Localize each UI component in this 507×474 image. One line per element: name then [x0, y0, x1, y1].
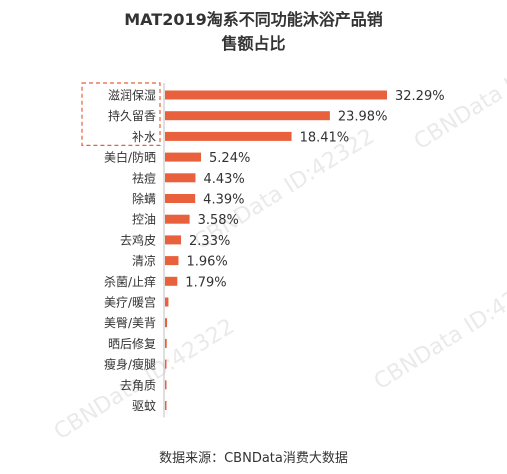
category-label: 滋润保湿 [108, 88, 156, 103]
category-label: 控油 [132, 213, 156, 227]
bar [165, 297, 169, 307]
category-label: 清凉 [132, 253, 156, 268]
bar [165, 318, 168, 328]
category-label: 持久留香 [108, 108, 156, 123]
bar [165, 380, 167, 390]
category-label: 去角质 [120, 378, 156, 392]
data-label: 2.33% [189, 234, 230, 249]
chart-title-line-2: 售额占比 [221, 34, 286, 53]
category-label: 补水 [132, 130, 156, 144]
source-note: 数据来源：CBNData消费大数据 [159, 451, 348, 466]
bar [165, 235, 182, 245]
data-label: 1.79% [185, 275, 226, 290]
data-label: 5.24% [209, 151, 250, 166]
category-label: 美白/防晒 [104, 150, 156, 165]
bar [165, 131, 292, 141]
chart-title-line-1: MAT2019淘系不同功能沐浴产品销 [124, 10, 383, 29]
data-label: 3.58% [198, 213, 239, 228]
data-label: 4.43% [203, 172, 244, 187]
bar [165, 194, 196, 203]
category-label: 去鸡皮 [120, 232, 156, 247]
category-label: 美臀/美背 [104, 316, 156, 330]
category-label: 晒后修复 [108, 336, 156, 351]
bar [165, 214, 190, 224]
watermark: CBNData ID:42322 [370, 264, 507, 395]
chart-title: MAT2019淘系不同功能沐浴产品销 售额占比 [0, 8, 507, 56]
category-label: 祛痘 [132, 170, 156, 185]
highlight-box [81, 82, 161, 147]
bar [165, 401, 167, 410]
bar [165, 111, 330, 121]
category-label: 驱蚊 [132, 398, 156, 413]
data-label: 23.98% [338, 110, 388, 125]
bar [165, 90, 387, 100]
category-label: 除螨 [132, 191, 156, 206]
bar [165, 256, 179, 266]
bar [165, 338, 167, 348]
bar [165, 173, 196, 183]
data-label: 4.39% [203, 193, 244, 208]
category-label: 美疗/暖宫 [104, 295, 156, 310]
data-label: 18.41% [300, 130, 350, 145]
bar [165, 152, 202, 162]
bar [165, 276, 178, 286]
data-label: 32.29% [395, 89, 445, 104]
category-label: 瘦身/瘦腿 [104, 357, 156, 372]
category-label: 杀菌/止痒 [104, 274, 156, 289]
data-label: 1.96% [186, 255, 227, 270]
bar [165, 359, 167, 369]
